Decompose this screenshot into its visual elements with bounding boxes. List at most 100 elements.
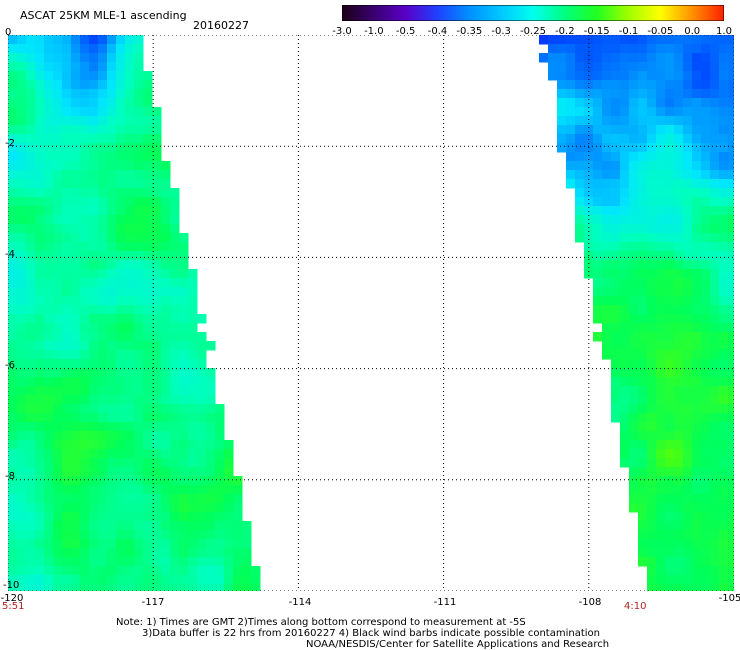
- swath-cell: [728, 314, 734, 324]
- swath-cell: [80, 287, 90, 297]
- swath-cell: [197, 350, 207, 360]
- swath-cell: [188, 539, 198, 549]
- swath-cell: [692, 332, 702, 342]
- swath-cell: [665, 368, 675, 378]
- swath-cell: [665, 188, 675, 198]
- swath-cell: [143, 521, 153, 531]
- swath-cell: [152, 395, 162, 405]
- swath-cell: [548, 62, 558, 72]
- swath-cell: [629, 242, 639, 252]
- swath-cell: [134, 548, 144, 558]
- swath-cell: [206, 449, 216, 459]
- colorbar-tick-label: -0.1: [618, 26, 639, 37]
- swath-cell: [656, 458, 666, 468]
- swath-cell: [233, 575, 243, 585]
- swath-cell: [683, 341, 693, 351]
- swath-cell: [719, 107, 729, 117]
- swath-cell: [8, 215, 18, 225]
- swath-cell: [17, 377, 27, 387]
- swath-cell: [719, 260, 729, 270]
- swath-cell: [143, 404, 153, 414]
- swath-cell: [566, 35, 576, 45]
- swath-cell: [62, 188, 72, 198]
- swath-cell: [152, 575, 162, 585]
- swath-cell: [17, 314, 27, 324]
- swath-cell: [638, 548, 648, 558]
- swath-cell: [62, 233, 72, 243]
- swath-cell: [692, 395, 702, 405]
- swath-cell: [8, 422, 18, 432]
- swath-cell: [179, 440, 189, 450]
- swath-cell: [170, 458, 180, 468]
- swath-cell: [611, 179, 621, 189]
- swath-cell: [125, 404, 135, 414]
- swath-cell: [26, 206, 36, 216]
- swath-cell: [143, 584, 153, 591]
- swath-cell: [62, 449, 72, 459]
- swath-cell: [53, 143, 63, 153]
- swath-cell: [611, 62, 621, 72]
- swath-cell: [116, 116, 126, 126]
- swath-cell: [134, 44, 144, 54]
- swath-cell: [647, 503, 657, 513]
- swath-cell: [125, 431, 135, 441]
- swath-cell: [683, 395, 693, 405]
- swath-cell: [170, 467, 180, 477]
- swath-cell: [116, 539, 126, 549]
- swath-cell: [674, 566, 684, 576]
- swath-cell: [674, 494, 684, 504]
- swath-cell: [134, 341, 144, 351]
- swath-cell: [80, 314, 90, 324]
- swath-cell: [8, 350, 18, 360]
- swath-cell: [206, 530, 216, 540]
- swath-cell: [8, 107, 18, 117]
- swath-cell: [674, 107, 684, 117]
- swath-cell: [125, 503, 135, 513]
- swath-cell: [638, 179, 648, 189]
- swath-cell: [44, 179, 54, 189]
- swath-cell: [80, 404, 90, 414]
- swath-cell: [656, 413, 666, 423]
- swath-cell: [71, 467, 81, 477]
- swath-cell: [620, 341, 630, 351]
- swath-cell: [152, 566, 162, 576]
- swath-cell: [548, 71, 558, 81]
- swath-cell: [638, 395, 648, 405]
- swath-cell: [161, 350, 171, 360]
- swath-cell: [17, 116, 27, 126]
- swath-cell: [44, 305, 54, 315]
- swath-cell: [134, 143, 144, 153]
- swath-cell: [62, 215, 72, 225]
- swath-cell: [35, 44, 45, 54]
- swath-cell: [143, 494, 153, 504]
- swath-cell: [107, 314, 117, 324]
- swath-cell: [611, 80, 621, 90]
- swath-cell: [224, 476, 234, 486]
- swath-cell: [224, 494, 234, 504]
- swath-cell: [719, 197, 729, 207]
- swath-cell: [728, 224, 734, 234]
- swath-cell: [80, 296, 90, 306]
- swath-cell: [602, 287, 612, 297]
- swath-cell: [692, 143, 702, 153]
- swath-cell: [53, 125, 63, 135]
- swath-cell: [143, 89, 153, 99]
- swath-cell: [728, 71, 734, 81]
- swath-cell: [665, 179, 675, 189]
- swath-cell: [116, 557, 126, 567]
- swath-cell: [26, 125, 36, 135]
- swath-cell: [656, 161, 666, 171]
- swath-cell: [710, 467, 720, 477]
- swath-cell: [71, 62, 81, 72]
- swath-cell: [719, 476, 729, 486]
- swath-cell: [188, 278, 198, 288]
- swath-cell: [602, 251, 612, 261]
- swath-cell: [692, 170, 702, 180]
- swath-cell: [710, 233, 720, 243]
- swath-cell: [728, 341, 734, 351]
- swath-cell: [593, 98, 603, 108]
- swath-cell: [134, 332, 144, 342]
- swath-cell: [620, 305, 630, 315]
- swath-cell: [674, 323, 684, 333]
- swath-cell: [629, 143, 639, 153]
